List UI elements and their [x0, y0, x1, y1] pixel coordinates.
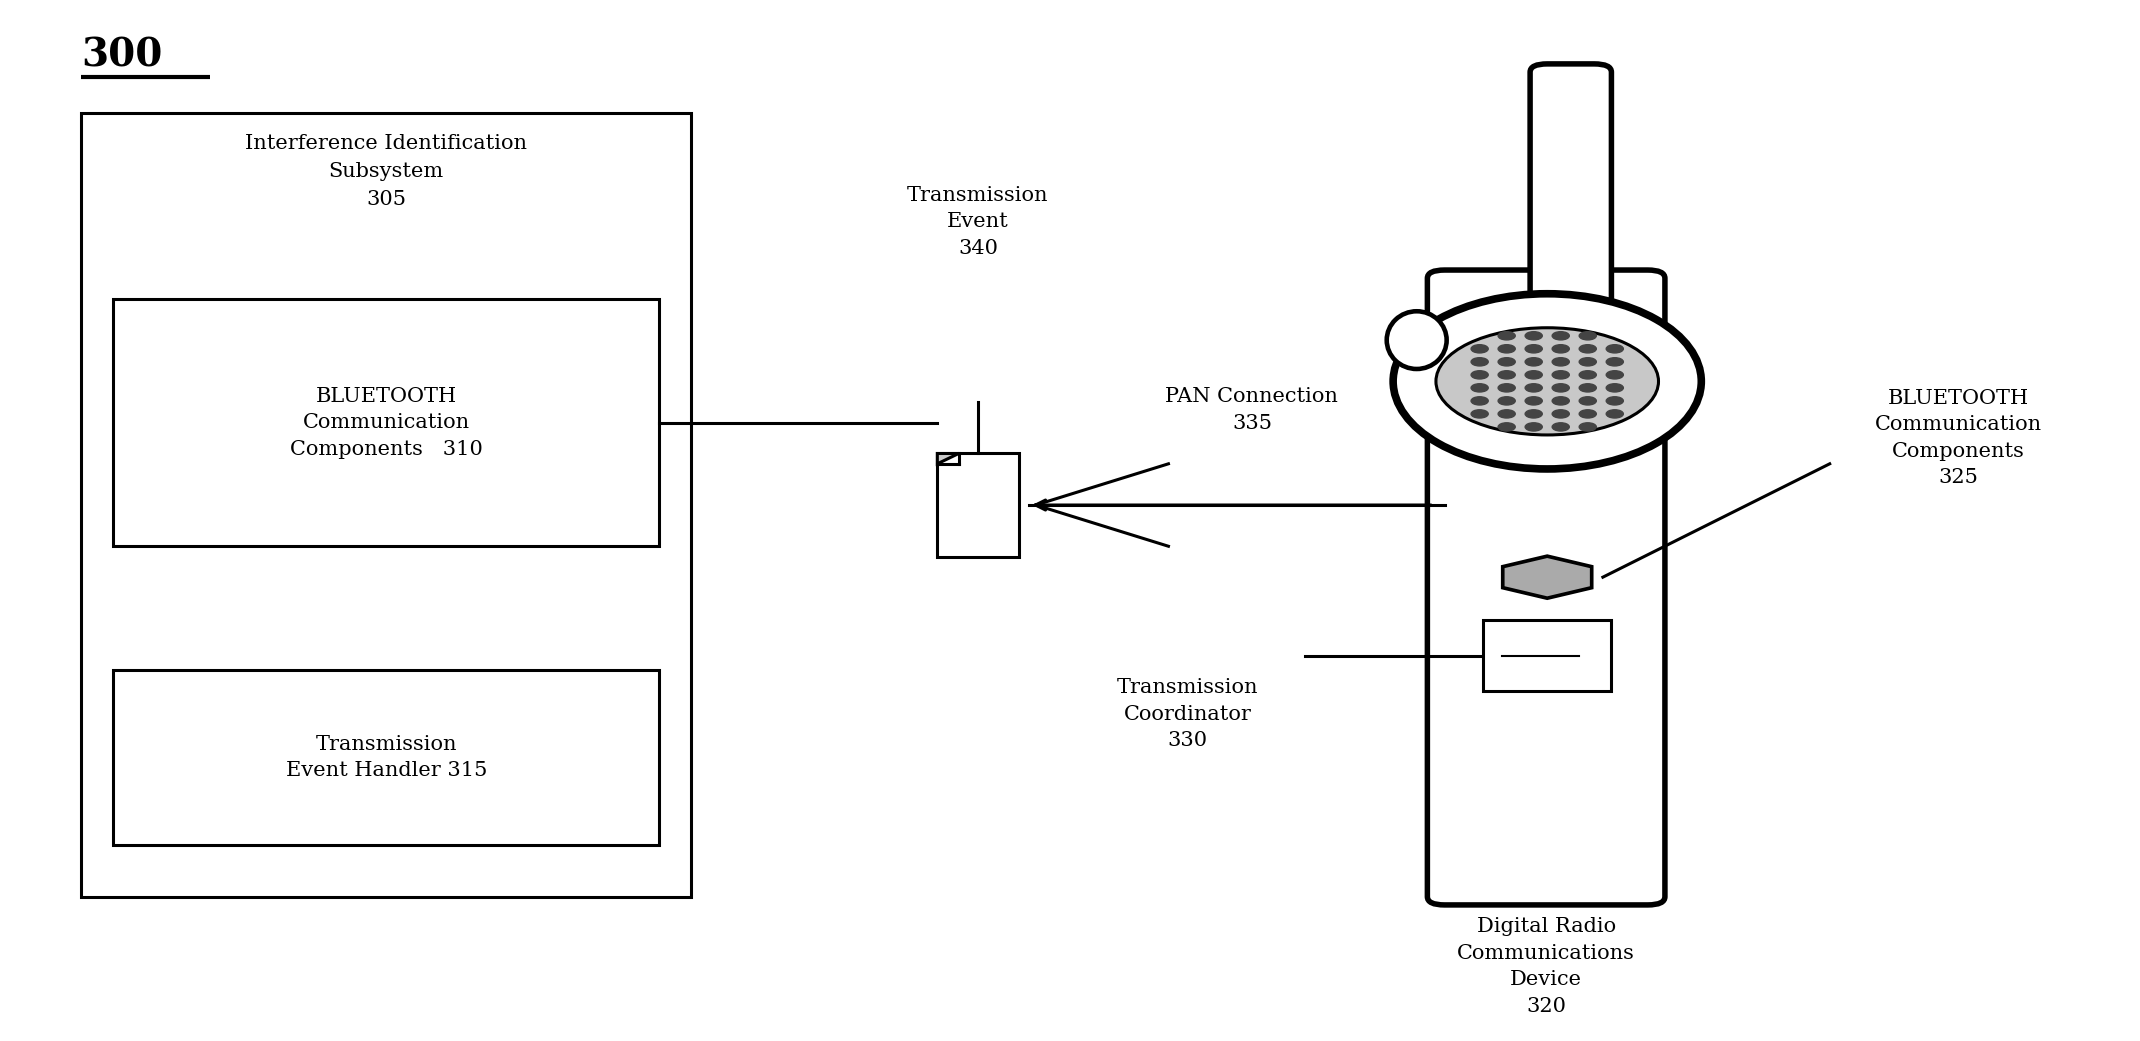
- Circle shape: [1579, 345, 1596, 353]
- Circle shape: [1436, 328, 1658, 435]
- Bar: [113, 670, 659, 845]
- Circle shape: [1552, 384, 1569, 392]
- Circle shape: [1498, 358, 1515, 366]
- Circle shape: [1526, 345, 1543, 353]
- FancyBboxPatch shape: [1427, 270, 1665, 905]
- Circle shape: [1498, 332, 1515, 340]
- Circle shape: [1607, 345, 1624, 353]
- Circle shape: [1526, 384, 1543, 392]
- Circle shape: [1579, 358, 1596, 366]
- Circle shape: [1498, 384, 1515, 392]
- Circle shape: [1552, 332, 1569, 340]
- Circle shape: [1526, 371, 1543, 379]
- Text: Digital Radio
Communications
Device
320: Digital Radio Communications Device 320: [1457, 917, 1635, 1016]
- Circle shape: [1498, 371, 1515, 379]
- Text: PAN Connection
335: PAN Connection 335: [1166, 387, 1338, 433]
- Circle shape: [1552, 371, 1569, 379]
- Bar: [937, 454, 1019, 557]
- Circle shape: [1579, 384, 1596, 392]
- Text: 300: 300: [81, 36, 163, 74]
- Circle shape: [1607, 397, 1624, 405]
- Text: BLUETOOTH
Communication
Components
325: BLUETOOTH Communication Components 325: [1875, 388, 2042, 487]
- Circle shape: [1579, 332, 1596, 340]
- Circle shape: [1498, 345, 1515, 353]
- Circle shape: [1470, 410, 1487, 418]
- Circle shape: [1552, 345, 1569, 353]
- Circle shape: [1552, 397, 1569, 405]
- Bar: [81, 113, 691, 896]
- Circle shape: [1552, 410, 1569, 418]
- Circle shape: [1607, 371, 1624, 379]
- Circle shape: [1526, 410, 1543, 418]
- Circle shape: [1579, 423, 1596, 431]
- Circle shape: [1607, 384, 1624, 392]
- Circle shape: [1498, 410, 1515, 418]
- Bar: [113, 299, 659, 547]
- Text: Transmission
Event Handler 315: Transmission Event Handler 315: [285, 735, 488, 781]
- Circle shape: [1498, 423, 1515, 431]
- Circle shape: [1579, 371, 1596, 379]
- Circle shape: [1470, 345, 1487, 353]
- Ellipse shape: [1393, 294, 1701, 468]
- Circle shape: [1579, 410, 1596, 418]
- Polygon shape: [937, 454, 959, 464]
- Circle shape: [1526, 332, 1543, 340]
- Bar: [1483, 620, 1611, 690]
- Circle shape: [1470, 384, 1487, 392]
- Text: Transmission
Coordinator
330: Transmission Coordinator 330: [1117, 678, 1258, 751]
- Circle shape: [1579, 397, 1596, 405]
- Circle shape: [1607, 358, 1624, 366]
- Text: BLUETOOTH
Communication
Components   310: BLUETOOTH Communication Components 310: [289, 386, 484, 459]
- Polygon shape: [1502, 556, 1592, 599]
- Circle shape: [1526, 397, 1543, 405]
- Circle shape: [1470, 397, 1487, 405]
- Ellipse shape: [1387, 311, 1447, 369]
- Text: Transmission
Event
340: Transmission Event 340: [907, 185, 1049, 257]
- Circle shape: [1498, 397, 1515, 405]
- FancyBboxPatch shape: [1530, 64, 1611, 307]
- Text: Interference Identification
Subsystem
305: Interference Identification Subsystem 30…: [246, 134, 526, 209]
- Circle shape: [1470, 358, 1487, 366]
- Circle shape: [1607, 410, 1624, 418]
- Circle shape: [1552, 423, 1569, 431]
- Circle shape: [1552, 358, 1569, 366]
- Circle shape: [1470, 371, 1487, 379]
- Circle shape: [1526, 358, 1543, 366]
- Circle shape: [1526, 423, 1543, 431]
